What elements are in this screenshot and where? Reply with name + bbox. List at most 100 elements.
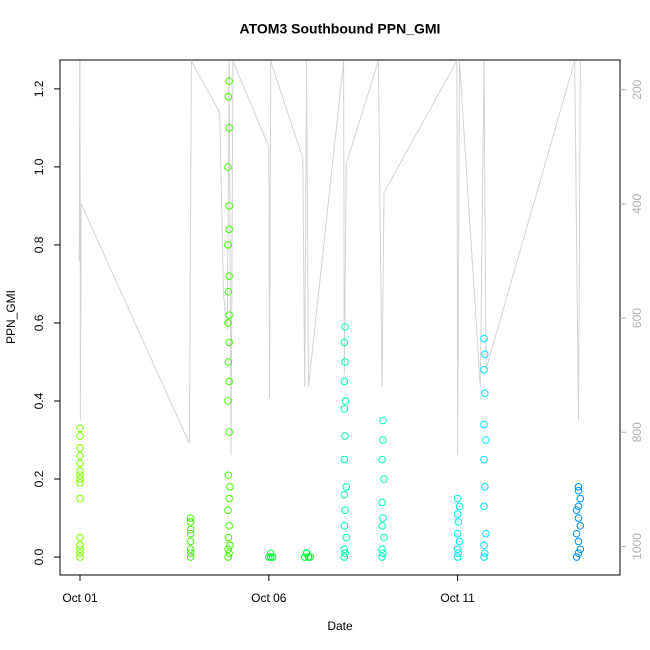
point — [480, 502, 488, 511]
point — [76, 479, 84, 487]
point — [304, 553, 313, 561]
point — [379, 436, 387, 444]
point — [224, 92, 233, 101]
point — [378, 522, 386, 530]
point — [76, 451, 84, 460]
point — [574, 486, 583, 495]
point — [341, 432, 349, 440]
point — [76, 549, 84, 557]
y2-tick-label: 800 — [630, 422, 644, 442]
point — [379, 514, 387, 522]
point — [306, 553, 315, 561]
y-tick-label: 0.8 — [32, 236, 46, 253]
point — [226, 483, 234, 491]
point — [225, 272, 233, 280]
y-axis-label: PPN_GMI — [4, 290, 18, 344]
point — [380, 533, 388, 542]
point — [572, 529, 581, 538]
point — [379, 549, 387, 557]
point — [186, 545, 195, 554]
x-tick-label: Oct 06 — [251, 591, 287, 605]
point — [225, 522, 233, 530]
point — [453, 545, 462, 554]
point — [224, 287, 233, 296]
point — [576, 494, 585, 503]
point — [574, 483, 583, 491]
point — [340, 553, 349, 561]
point — [186, 525, 195, 534]
point — [300, 553, 309, 561]
point — [268, 553, 277, 561]
point — [76, 424, 84, 433]
y2-tick-label: 200 — [630, 79, 644, 99]
point — [340, 338, 349, 347]
point — [340, 404, 349, 413]
point — [225, 225, 233, 234]
point — [378, 498, 386, 507]
point — [186, 514, 195, 522]
point — [340, 522, 349, 530]
point — [453, 553, 462, 561]
x-tick-label: Oct 11 — [440, 591, 475, 605]
y-tick-label: 1.2 — [32, 80, 46, 97]
point — [225, 311, 233, 319]
point — [224, 553, 232, 561]
point — [482, 529, 490, 538]
point — [186, 537, 195, 546]
point — [342, 533, 351, 542]
point — [225, 549, 233, 557]
point — [224, 358, 233, 366]
point — [340, 490, 349, 499]
point — [225, 77, 233, 85]
point — [480, 420, 488, 429]
point — [76, 553, 84, 561]
point — [576, 545, 585, 554]
point — [378, 455, 386, 464]
point — [481, 389, 489, 397]
point — [76, 467, 84, 476]
point — [342, 483, 351, 491]
point — [224, 506, 232, 515]
point — [341, 397, 350, 405]
point — [302, 549, 311, 557]
point — [186, 529, 195, 538]
point — [480, 553, 488, 561]
point — [574, 537, 583, 546]
pressure-line — [78, 60, 581, 456]
point — [225, 428, 233, 437]
point — [76, 494, 84, 503]
point — [225, 124, 233, 132]
point — [76, 459, 84, 468]
point — [480, 334, 488, 343]
y2-tick-label: 600 — [630, 308, 644, 328]
y-tick-label: 0.6 — [32, 314, 46, 331]
point — [455, 502, 464, 511]
point — [224, 533, 233, 542]
point — [574, 514, 583, 522]
point — [480, 455, 488, 464]
point — [454, 518, 463, 526]
point — [265, 553, 273, 561]
point — [481, 350, 489, 358]
point — [481, 483, 489, 491]
y-tick-label: 0.4 — [32, 392, 46, 409]
point — [266, 553, 275, 561]
point — [482, 436, 490, 444]
point — [380, 475, 388, 483]
point — [224, 545, 232, 554]
y-tick-label: 1.0 — [32, 158, 46, 175]
plot-area — [76, 60, 585, 561]
chart-title: ATOM3 Southbound PPN_GMI — [240, 21, 441, 37]
x-tick-label: Oct 01 — [62, 591, 98, 605]
point — [453, 510, 462, 518]
point — [341, 549, 349, 557]
point — [378, 553, 386, 561]
point — [481, 549, 489, 557]
plot-frame — [59, 59, 621, 576]
point — [76, 471, 84, 479]
point — [224, 471, 233, 479]
point — [453, 494, 462, 503]
point — [341, 358, 349, 366]
x-axis-label: Date — [327, 619, 353, 633]
point — [224, 163, 232, 171]
